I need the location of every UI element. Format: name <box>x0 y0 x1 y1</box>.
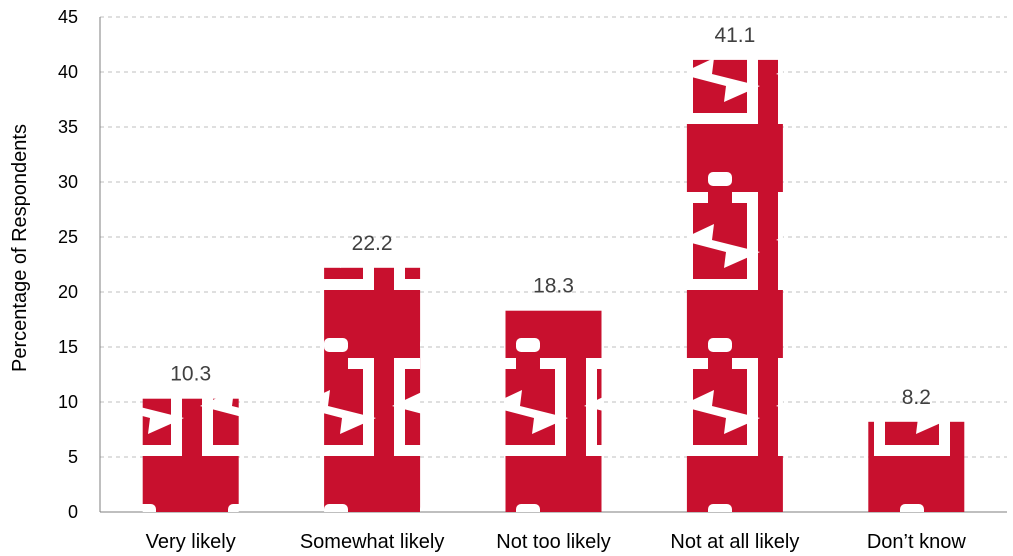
bar <box>868 421 965 512</box>
y-tick-label: 45 <box>58 7 78 27</box>
bar <box>142 398 239 512</box>
bar <box>686 59 783 513</box>
data-label: 41.1 <box>714 24 755 47</box>
y-tick-label: 10 <box>58 392 78 412</box>
y-tick-label: 5 <box>68 447 78 467</box>
x-tick-label: Not too likely <box>496 531 611 553</box>
y-tick-label: 30 <box>58 172 78 192</box>
x-tick-label: Don’t know <box>867 531 966 553</box>
data-label: 18.3 <box>533 275 574 298</box>
y-axis-title: Percentage of Respondents <box>9 124 31 372</box>
data-label: 8.2 <box>902 386 931 409</box>
data-label: 10.3 <box>170 363 211 386</box>
x-tick-label: Not at all likely <box>670 531 799 553</box>
bar <box>324 267 421 512</box>
y-tick-label: 25 <box>58 227 78 247</box>
data-label: 22.2 <box>352 232 393 255</box>
bar <box>505 310 602 512</box>
y-tick-label: 35 <box>58 117 78 137</box>
y-tick-label: 20 <box>58 282 78 302</box>
y-tick-label: 40 <box>58 62 78 82</box>
y-tick-label: 0 <box>68 502 78 522</box>
gridlines <box>100 16 1007 458</box>
bars <box>142 59 965 513</box>
x-tick-label: Very likely <box>146 531 236 553</box>
y-tick-label: 15 <box>58 337 78 357</box>
labels: 0 5 10 15 20 25 30 35 40 45 10.3 Very likely 22.2 Som… <box>58 7 966 553</box>
x-tick-label: Somewhat likely <box>300 531 445 553</box>
